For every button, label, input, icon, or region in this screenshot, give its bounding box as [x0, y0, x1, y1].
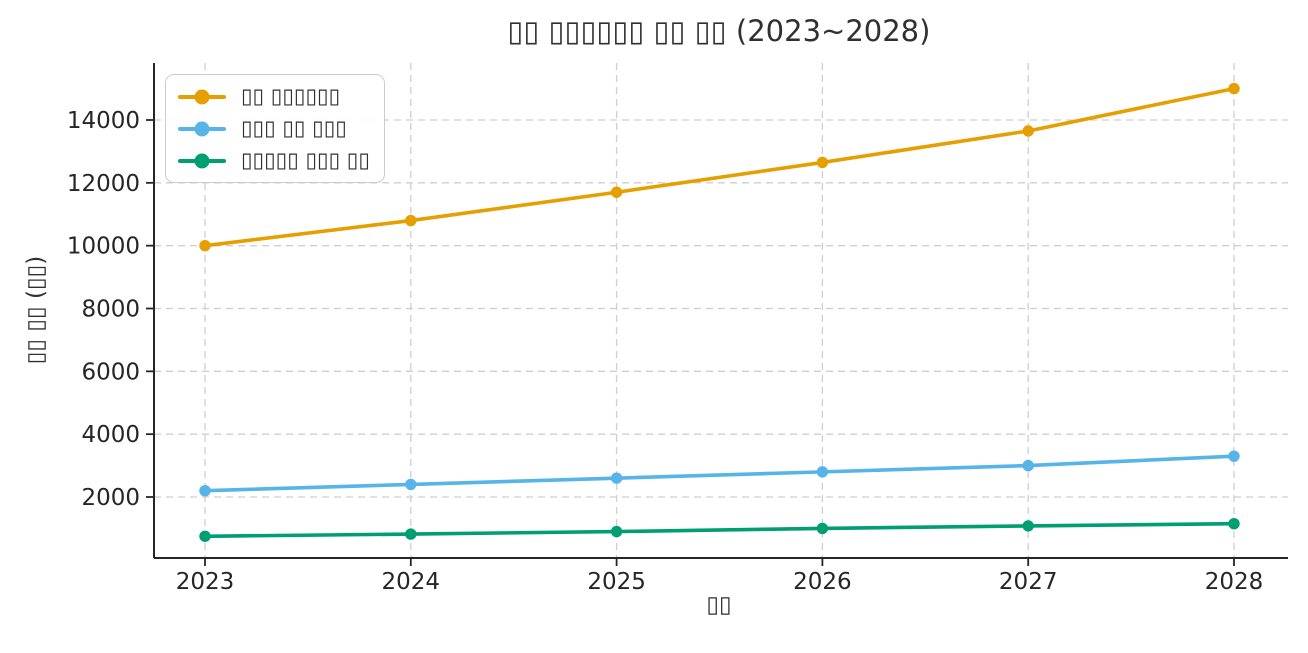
y-tick-label: 6000 — [81, 359, 140, 385]
data-point-series-1 — [405, 214, 417, 227]
y-axis-label: ▯▯ ▯▯ (▯▯) — [23, 255, 49, 365]
data-point-series-1 — [199, 239, 211, 252]
data-point-series-1 — [1022, 125, 1034, 137]
y-tick-label: 10000 — [67, 234, 140, 260]
legend-label: ▯▯▯ ▯▯ ▯▯▯ — [241, 116, 347, 141]
data-point-series-3 — [1022, 520, 1034, 532]
legend-item-series-2: ▯▯▯ ▯▯ ▯▯▯ — [178, 116, 370, 141]
legend-item-series-3: ▯▯▯▯▯ ▯▯▯ ▯▯ — [178, 149, 370, 172]
legend-dot-icon — [194, 121, 210, 137]
data-point-series-3 — [610, 525, 623, 538]
legend-item-series-1: ▯▯ ▯▯▯▯▯▯ — [178, 84, 370, 108]
data-point-series-1 — [1228, 82, 1240, 95]
data-point-series-3 — [199, 530, 211, 542]
data-point-series-2 — [610, 472, 623, 484]
legend-line-marker-icon — [178, 153, 226, 169]
data-point-series-2 — [199, 485, 211, 497]
x-tick-label: 2026 — [793, 569, 852, 595]
data-point-series-3 — [1228, 518, 1240, 530]
data-point-series-2 — [816, 466, 829, 478]
x-tick-label: 2025 — [587, 569, 646, 595]
y-tick-label: 14000 — [67, 108, 140, 134]
series-line-series-2 — [203, 454, 1236, 493]
series-line-series-3 — [203, 521, 1236, 539]
x-tick-label: 2024 — [382, 569, 441, 595]
legend-dot-icon — [194, 89, 210, 105]
legend-line-marker-icon — [178, 89, 226, 105]
data-point-series-3 — [405, 528, 417, 540]
legend: ▯▯ ▯▯▯▯▯▯ ▯▯▯ ▯▯ ▯▯▯ ▯▯▯▯▯ ▯▯▯ ▯▯ — [165, 74, 385, 184]
data-point-series-2 — [405, 478, 417, 491]
legend-label: ▯▯ ▯▯▯▯▯▯ — [241, 84, 341, 108]
legend-dot-icon — [194, 153, 210, 169]
data-point-series-1 — [610, 186, 623, 198]
x-tick-label: 2023 — [176, 569, 235, 595]
x-axis-label: ▯▯ — [706, 592, 732, 618]
data-point-series-1 — [816, 156, 829, 169]
y-tick-label: 8000 — [81, 297, 140, 323]
data-point-series-2 — [1228, 450, 1240, 462]
x-tick-label: 2027 — [999, 569, 1058, 595]
legend-line-marker-icon — [178, 121, 226, 137]
chart-title: ▯▯ ▯▯▯▯▯▯ ▯▯ ▯▯ (2023~2028) — [507, 14, 931, 48]
series-line-series-1 — [203, 86, 1236, 248]
y-tick-label: 4000 — [81, 422, 140, 448]
data-point-series-2 — [1022, 459, 1034, 472]
y-tick-label: 12000 — [67, 171, 140, 197]
x-tick-label: 2028 — [1205, 569, 1264, 595]
y-tick-label: 2000 — [81, 485, 140, 511]
data-point-series-3 — [816, 522, 829, 535]
legend-label: ▯▯▯▯▯ ▯▯▯ ▯▯ — [241, 148, 370, 173]
